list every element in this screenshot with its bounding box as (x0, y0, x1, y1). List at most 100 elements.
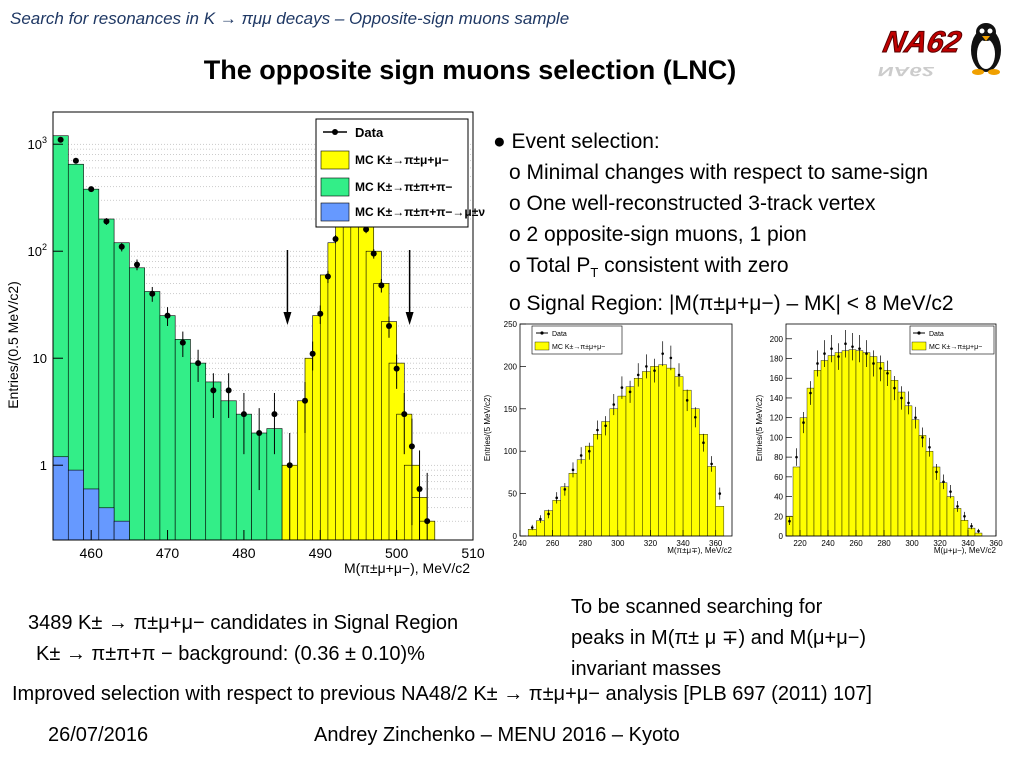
mumu-chart-x-ticks: 220 240 260 280 300 320 340 360 (793, 530, 1003, 548)
mumu-legend-signal: MC K±→π±μ+μ− (929, 344, 982, 351)
data-point (72, 157, 79, 164)
pimu-legend-data: Data (552, 331, 567, 338)
histogram-bar (869, 356, 878, 537)
bullet-item-4-rest: consistent with zero (598, 254, 789, 277)
pimu-legend-signal: MC K±→π±μ+μ− (552, 344, 605, 351)
data-point (57, 136, 64, 143)
histogram-bar (974, 532, 983, 537)
histogram-bar (960, 520, 969, 537)
y-tick-label: 200 (770, 335, 784, 344)
main-chart-x-ticks: 460 470 480 490 500 510 (80, 530, 485, 561)
histogram-bar (52, 456, 69, 541)
data-point (579, 454, 583, 457)
signal-region-arrow-left (283, 250, 292, 325)
scan-note-line-2: peaks in M(π± μ ∓) and M(μ+μ−) (571, 627, 867, 649)
data-point (677, 373, 681, 377)
x-tick-label: 240 (821, 539, 835, 548)
data-point (416, 485, 423, 492)
x-tick-label: 260 (849, 539, 863, 548)
data-point (914, 416, 917, 419)
histogram-bar (113, 520, 130, 541)
data-point (225, 387, 232, 394)
histogram-bar (536, 520, 545, 537)
x-tick-label: 260 (546, 539, 560, 548)
histogram-bar (174, 339, 191, 541)
histogram-bar (820, 360, 829, 537)
data-point (956, 505, 959, 508)
histogram-bar (682, 389, 692, 537)
data-point (788, 519, 791, 523)
main-chart-data-points (57, 136, 431, 540)
x-tick-label: 460 (80, 545, 104, 561)
data-point (286, 462, 293, 469)
data-point (921, 436, 924, 439)
histogram-bar (83, 188, 100, 541)
histogram-bar (633, 378, 643, 537)
data-point (802, 421, 805, 424)
bullet-item-4-text: o Total P (509, 254, 591, 277)
histogram-bar (666, 367, 676, 537)
y-tick-label: 102 (28, 242, 47, 259)
x-tick-label: 360 (709, 539, 723, 548)
y-tick-label: 150 (504, 405, 518, 414)
data-point (645, 365, 648, 368)
histogram-bar (792, 466, 801, 537)
data-point (844, 342, 847, 346)
x-tick-label: 320 (644, 539, 658, 548)
x-tick-label: 300 (611, 539, 625, 548)
histogram-bar (625, 386, 635, 537)
data-point (149, 290, 156, 297)
data-point (530, 526, 534, 529)
mumu-chart-data-points (788, 329, 980, 534)
bullet-item-1: o Minimal changes with respect to same-s… (509, 161, 929, 184)
data-point (401, 411, 408, 418)
histogram-bar (190, 362, 207, 541)
data-point (977, 529, 980, 533)
data-point (179, 339, 186, 346)
data-point (539, 517, 542, 521)
bullet-item-4: o Total PT consistent with zero (493, 250, 954, 288)
data-point (851, 345, 854, 348)
histogram-bar (593, 434, 602, 537)
logo-text: NA62 (880, 26, 964, 59)
y-tick-label: 20 (774, 512, 783, 521)
data-point (555, 496, 558, 500)
slide-header: Search for resonances in K → πμμ decays … (10, 9, 570, 28)
x-tick-label: 240 (513, 539, 527, 548)
mumu-chart-xlabel: M(μ+μ−), MeV/c2 (934, 546, 997, 555)
mumu-chart-ylabel: Entries/(5 MeV/c2) (755, 395, 764, 462)
data-point (317, 310, 324, 317)
histogram-bar (855, 350, 864, 537)
penguin-mascot-icon (971, 23, 1001, 75)
x-tick-label: 510 (461, 545, 485, 561)
data-point (886, 372, 889, 375)
data-point (928, 445, 931, 449)
histogram-bar (799, 417, 808, 537)
histogram-bar (658, 364, 667, 537)
pimu-chart-y-ticks: 0 50 100 150 200 250 (504, 320, 526, 541)
data-point (685, 399, 689, 402)
pimu-mass-chart: 240 260 280 300 320 340 360 0 50 100 150 200 250 M(… (483, 320, 733, 555)
data-point (900, 396, 903, 400)
data-point (378, 282, 385, 289)
data-point (653, 369, 656, 372)
histogram-bar (576, 459, 586, 537)
footer-author: Andrey Zinchenko – MENU 2016 – Kyoto (314, 724, 680, 746)
signal-region-arrow-right (405, 250, 414, 325)
y-tick-label: 250 (504, 320, 518, 329)
histogram-bar (601, 421, 610, 537)
data-point (694, 415, 697, 419)
data-point (942, 480, 945, 484)
histogram-bar (827, 355, 836, 537)
data-point (363, 226, 370, 233)
y-tick-label: 160 (770, 374, 784, 383)
logo-graphic: NA62 NA62 (876, 23, 1001, 79)
pimu-chart-xlabel: M(π±μ∓), MeV/c2 (667, 546, 732, 555)
data-point (332, 236, 339, 243)
histogram-bar (691, 408, 700, 537)
data-point (88, 186, 95, 193)
mumu-legend-data: Data (929, 331, 944, 338)
histogram-bar (707, 466, 716, 537)
candidate-stats: 3489 K± → π±μ+μ− candidates in Signal Re… (28, 608, 458, 670)
data-point (604, 424, 607, 428)
